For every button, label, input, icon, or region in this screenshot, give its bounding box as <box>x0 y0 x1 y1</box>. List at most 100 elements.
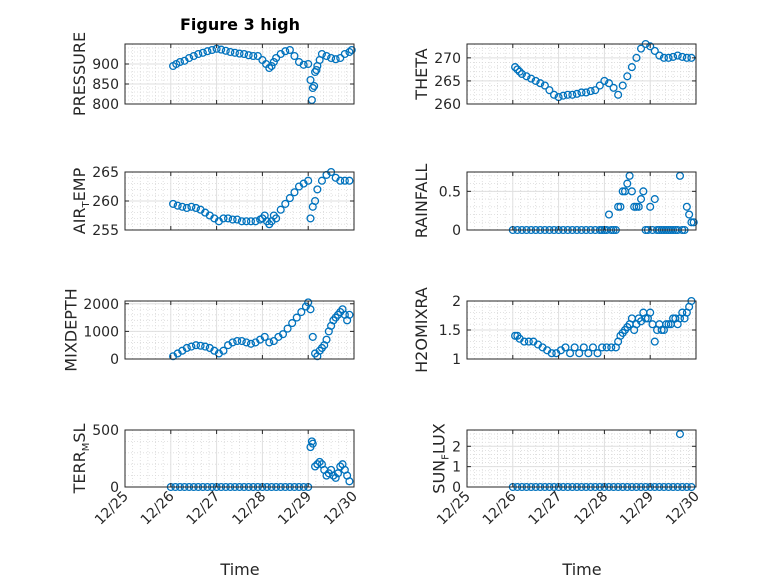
data-point <box>598 343 607 352</box>
data-point <box>600 76 609 85</box>
data-point <box>240 49 249 59</box>
data-point <box>593 349 602 358</box>
data-point <box>311 462 320 471</box>
axes-h2omixra: 1 1.5 2 H2OMIXRA <box>412 287 697 373</box>
data-point <box>340 176 349 185</box>
data-point <box>272 53 281 63</box>
data-point <box>329 471 338 480</box>
data-point <box>244 51 253 60</box>
data-point <box>169 199 178 208</box>
data-point <box>522 72 531 81</box>
data-point <box>267 61 276 71</box>
data-point <box>568 90 577 99</box>
data-point <box>173 201 182 210</box>
data-point <box>513 65 522 74</box>
data-point <box>327 53 336 63</box>
data-point <box>549 90 559 99</box>
y-tick-label: 265 <box>92 165 119 181</box>
y-axis-label-part: TERR <box>70 451 89 494</box>
data-point <box>306 305 315 314</box>
data-point <box>565 349 575 358</box>
data-point <box>198 48 207 57</box>
figure-title: Figure 3 high <box>180 15 300 34</box>
data-point <box>563 90 572 99</box>
y-tick-label: 260 <box>92 194 119 210</box>
data-point <box>278 330 288 339</box>
data-point <box>233 336 242 346</box>
data-point <box>185 53 194 63</box>
data-point <box>591 86 600 95</box>
y-axis-label: THETA <box>412 48 431 100</box>
data-point <box>582 88 591 97</box>
y-tick-label: 2000 <box>83 297 119 313</box>
data-point <box>689 218 698 227</box>
y-axis-label: PRESSURE <box>70 32 89 116</box>
data-point <box>285 45 294 55</box>
y-tick-label: 270 <box>434 51 461 67</box>
data-point <box>517 69 527 79</box>
y-axis-label-part: M <box>81 443 92 452</box>
x-tick-label: 12/29 <box>275 489 315 529</box>
data-point <box>260 332 269 341</box>
data-point <box>285 194 294 203</box>
data-point <box>221 46 230 55</box>
series-air-temp <box>169 167 354 229</box>
data-point <box>602 343 611 352</box>
y-axis-label-part: H2OMIXRA <box>412 287 431 373</box>
data-point <box>678 52 687 61</box>
data-point <box>650 46 659 55</box>
data-point <box>235 49 244 58</box>
data-point <box>579 343 588 352</box>
data-point <box>673 51 682 60</box>
data-point <box>685 210 694 219</box>
data-point <box>306 75 315 85</box>
data-point <box>251 217 260 226</box>
data-point <box>175 57 185 67</box>
data-point <box>623 179 632 188</box>
data-point <box>237 217 246 226</box>
y-tick-label: 2 <box>452 294 461 310</box>
data-point <box>233 215 242 224</box>
data-point <box>313 185 322 194</box>
data-point <box>588 343 597 352</box>
y-axis-label: AIRTEMP <box>70 167 92 234</box>
axes-frame <box>466 171 697 231</box>
y-axis-label: RAINFALL <box>412 164 431 239</box>
data-point <box>333 469 343 478</box>
y-axis-label-part: EMP <box>70 167 89 201</box>
data-point <box>604 79 614 88</box>
data-point <box>632 202 641 211</box>
y-axis-label: MIXDEPTH <box>62 288 81 371</box>
data-point <box>265 338 274 347</box>
data-point <box>311 196 320 206</box>
data-point <box>312 65 321 75</box>
data-point <box>276 205 285 214</box>
data-point <box>331 55 340 64</box>
data-point <box>584 349 593 358</box>
y-tick-label: 1 <box>452 352 461 368</box>
y-axis-label-part: RAINFALL <box>412 164 431 239</box>
data-point <box>226 47 235 57</box>
data-point <box>219 346 228 355</box>
data-point <box>292 313 301 322</box>
data-point <box>614 90 623 99</box>
data-point <box>317 49 326 59</box>
data-point <box>627 63 636 72</box>
data-point <box>561 343 570 352</box>
data-point <box>559 91 568 100</box>
axes-frame <box>466 43 697 105</box>
series-pressure <box>169 44 356 105</box>
y-tick-label: 0 <box>110 352 119 368</box>
x-axis-label-left: Time <box>219 560 259 579</box>
data-point <box>203 47 212 56</box>
data-point <box>246 217 256 226</box>
y-tick-label: 1000 <box>83 324 119 340</box>
x-tick-label: 12/27 <box>526 489 566 529</box>
data-point <box>536 79 545 88</box>
data-point <box>655 51 664 60</box>
data-point <box>345 477 354 486</box>
y-axis-label-part: T <box>81 200 92 208</box>
data-point <box>178 202 187 211</box>
plot-area <box>467 172 696 230</box>
